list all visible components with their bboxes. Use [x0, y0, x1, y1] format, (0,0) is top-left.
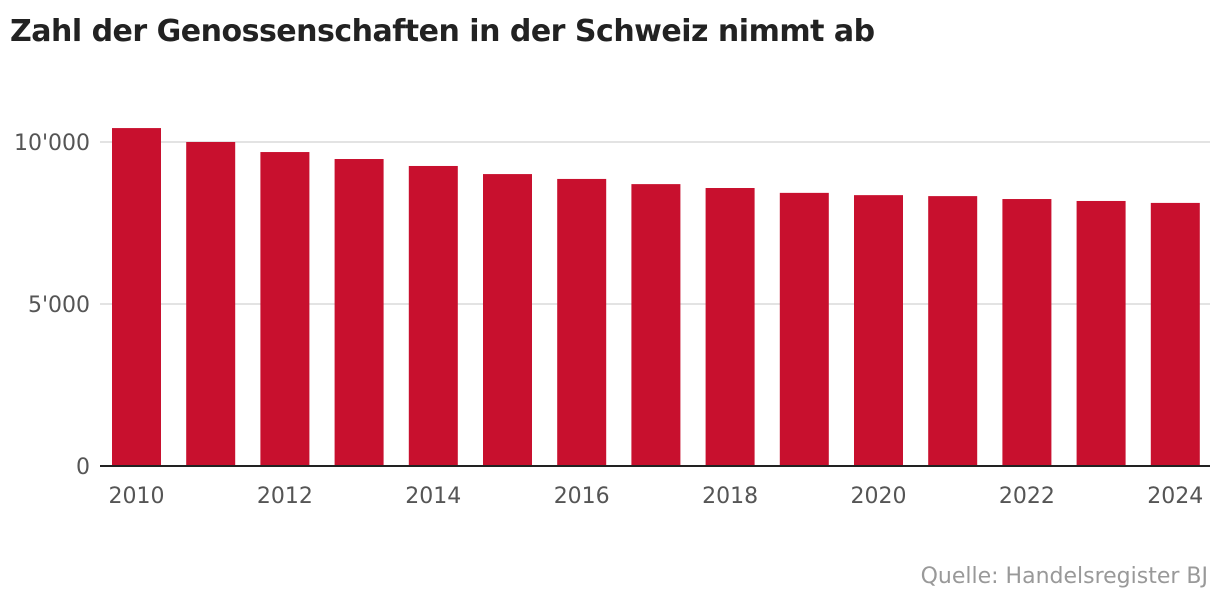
bar-2010	[112, 128, 161, 466]
x-tick-label: 2010	[109, 484, 165, 509]
y-tick-label: 5'000	[28, 293, 90, 318]
bar-2017	[631, 184, 681, 466]
bar-2014	[408, 165, 458, 466]
source-note: Quelle: Handelsregister BJ	[920, 564, 1208, 589]
bar-2021	[928, 196, 978, 466]
x-tick-label: 2014	[405, 484, 461, 509]
bar-2013	[334, 159, 384, 466]
bar-2018	[705, 188, 755, 466]
x-tick-label: 2022	[999, 484, 1055, 509]
bar-2024	[1150, 202, 1200, 467]
bar-2012	[260, 152, 310, 466]
chart-title: Zahl der Genossenschaften in der Schweiz…	[10, 14, 875, 49]
bar-2011	[186, 142, 236, 466]
bar-2020	[854, 195, 903, 467]
bar-2016	[557, 178, 607, 466]
x-tick-label: 2018	[702, 484, 758, 509]
bar-2015	[483, 174, 532, 467]
bar-2023	[1076, 200, 1126, 466]
x-tick-label: 2020	[851, 484, 907, 509]
y-tick-label: 10'000	[14, 131, 90, 156]
x-tick-label: 2024	[1147, 484, 1203, 509]
bar-2022	[1002, 199, 1052, 467]
x-tick-label: 2012	[257, 484, 313, 509]
y-tick-label: 0	[76, 455, 90, 480]
x-tick-label: 2016	[554, 484, 610, 509]
bar-2019	[779, 192, 829, 467]
